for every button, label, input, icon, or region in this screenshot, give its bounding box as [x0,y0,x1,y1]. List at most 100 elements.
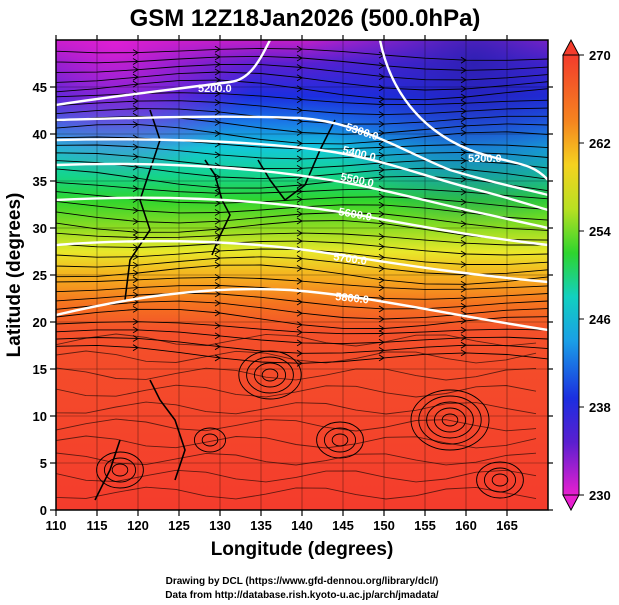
contour-label: 5200.0 [468,153,502,165]
stream-arrow [460,56,467,64]
colorbar-tick-label: 270 [589,48,611,63]
stream-arrow [460,66,467,74]
streamline [56,240,548,256]
stream-arrow [132,80,139,88]
y-tick-label: 10 [33,409,47,424]
stream-arrow [296,196,303,203]
streamline [56,47,548,61]
stream-arrow [214,108,221,116]
stream-arrow [214,173,221,181]
stream-arrow [132,234,139,242]
colorbar-tick-label: 254 [589,224,611,239]
stream-arrow [460,122,467,130]
stream-arrow [378,220,385,228]
stream-arrow [214,261,221,269]
colorbar-tick-label: 238 [589,400,611,415]
stream-arrow [132,276,139,284]
stream-arrow [296,237,303,245]
stream-arrow [378,151,385,159]
stream-arrow [460,166,467,173]
stream-arrow [460,317,467,325]
stream-arrow [460,349,467,357]
streamline [56,211,548,231]
height-contours [56,40,548,332]
credit-drawing: Drawing by DCL (https://www.gfd-dennou.o… [166,576,439,587]
stream-arrow [460,285,467,293]
contour-label: 5700.0 [333,251,368,268]
x-tick-label: 135 [250,518,272,533]
stream-arrow [132,318,139,326]
stream-arrow [214,247,221,255]
plot-area: 5200.0 5200.0 5300.0 5400.0 5500.0 5600.… [56,40,548,510]
colorbar-tick-label: 246 [589,312,611,327]
streamline [56,276,548,290]
stream-arrow [378,305,385,313]
stream-arrow [378,325,385,332]
credit-data: Data from http://database.rish.kyoto-u.a… [165,590,439,601]
stream-arrow [296,74,303,82]
streamline [56,452,537,466]
stream-arrow [214,53,221,61]
y-axis-label: Latitude (degrees) [4,193,25,358]
stream-arrow [214,354,221,362]
streamline [56,200,548,221]
colorbar-bottom-arrow [562,494,580,512]
colorbar-tick-label: 262 [589,136,611,151]
eddy-streamline [476,461,524,499]
stream-arrow [296,155,303,163]
streamline [56,292,548,310]
stream-arrow [132,269,139,277]
stream-arrow [214,119,221,126]
stream-arrow [378,193,385,201]
stream-arrow [378,101,385,108]
contour-label: 5800.0 [335,291,370,306]
stream-arrow [132,291,139,299]
coastlines [94,109,336,501]
stream-arrow [214,343,221,351]
x-tick-label: 165 [496,518,518,533]
stream-arrow [214,309,221,317]
stream-arrow [378,84,385,92]
stream-arrow [214,76,221,84]
stream-arrow [214,299,221,307]
stream-arrow [460,294,467,302]
stream-arrow [460,280,467,288]
stream-arrow [378,120,385,128]
stream-arrow [132,284,139,292]
stream-arrow [460,129,467,137]
stream-arrow [378,330,385,337]
x-tick-label: 130 [209,518,231,533]
y-tick-label: 20 [33,315,47,330]
stream-arrow [132,185,139,193]
streamline [56,264,548,285]
stream-arrow [296,229,303,237]
stream-arrow [132,143,139,151]
stream-arrow [460,302,467,310]
streamline [56,191,548,210]
stream-arrow [460,341,467,349]
stream-arrow [296,217,303,225]
streamline [56,144,548,160]
stream-arrow [460,188,467,196]
eddy-streamline [238,350,302,400]
eddy-streamline [410,389,490,451]
stream-arrow [214,45,221,53]
x-tick-label: 120 [127,518,149,533]
stream-arrow [378,95,385,103]
streamline [56,384,537,398]
x-tick-label: 115 [87,518,108,533]
stream-arrow [378,143,385,151]
x-axis-label: Longitude (degrees) [211,539,394,560]
streamline [56,469,537,483]
stream-arrow [460,99,467,107]
streamline [56,308,548,329]
streamline [56,63,548,81]
stream-arrow [378,243,385,251]
streamline [56,79,548,101]
streamline [56,435,537,449]
stream-arrow [214,254,221,262]
stream-arrow [214,274,221,281]
x-axis-ticks: 110 115 120 125 130 135 140 145 150 155 160 165 [46,35,518,533]
stream-arrow [214,232,221,240]
